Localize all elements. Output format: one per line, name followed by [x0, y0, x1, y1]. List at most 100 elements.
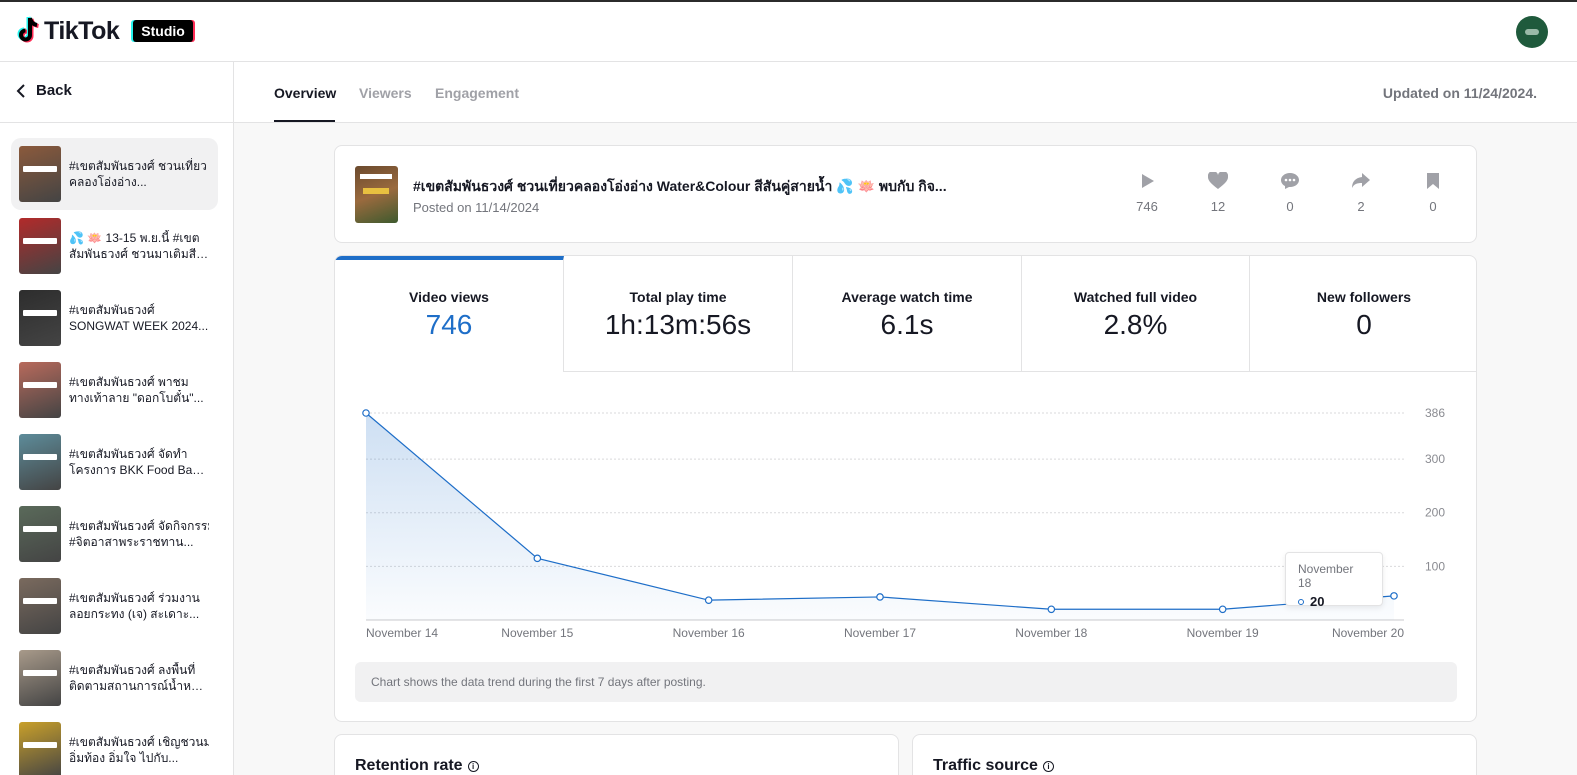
- video-thumbnail: [19, 506, 61, 562]
- saves-stat: 0: [1413, 172, 1453, 214]
- share-icon: [1352, 173, 1370, 188]
- chart-note: Chart shows the data trend during the fi…: [355, 662, 1457, 702]
- data-point[interactable]: [533, 554, 542, 563]
- video-title-line-1: #เขตสัมพันธวงศ์ ชวนเที่ยว: [69, 159, 207, 173]
- video-list-item[interactable]: #เขตสัมพันธวงศ์ จัดทำโครงการ BKK Food Ba…: [11, 426, 218, 498]
- video-title-line-1: #เขตสัมพันธวงศ์ จัดทำ: [69, 447, 188, 461]
- plays-count: 746: [1136, 199, 1158, 214]
- metric-average-watch-time[interactable]: Average watch time 6.1s: [793, 256, 1022, 372]
- video-list-item[interactable]: #เขตสัมพันธวงศ์ SONGWAT WEEK 2024...: [11, 282, 218, 354]
- data-point[interactable]: [704, 596, 713, 604]
- traffic-source-card: Traffic source i: [912, 734, 1477, 775]
- video-thumbnail: [19, 146, 61, 202]
- data-point[interactable]: [1390, 592, 1398, 600]
- metric-new-followers[interactable]: New followers 0: [1250, 256, 1476, 372]
- video-list-item[interactable]: #เขตสัมพันธวงศ์ พาชม ทางเท้าลาย "ดอกโบตั๋…: [11, 354, 218, 426]
- video-list-item[interactable]: #เขตสัมพันธวงศ์ ร่วมงาน ลอยกระทง (เจ) สะเ…: [11, 570, 218, 642]
- play-icon: [1142, 174, 1154, 188]
- video-title-line-2: โครงการ BKK Food Bank...: [69, 463, 209, 477]
- video-title[interactable]: #เขตสัมพันธวงศ์ ชวนเที่ยวคลองโอ่งอ่าง Wa…: [413, 178, 947, 194]
- back-label: Back: [36, 82, 72, 99]
- comments-count: 0: [1286, 199, 1294, 214]
- tiktok-logo-icon: [17, 16, 39, 43]
- video-title-line-2: ติดตามสถานการณ์น้ำหนุน...: [69, 679, 209, 693]
- sidebar-divider: [0, 122, 233, 123]
- tiktok-studio-logo[interactable]: TikTok Studio: [16, 16, 193, 46]
- tabs-bar: Overview Viewers Engagement Updated on 1…: [234, 62, 1577, 123]
- video-list-item[interactable]: #เขตสัมพันธวงศ์ ชวนเที่ยวคลองโอ่งอ่าง...: [11, 138, 218, 210]
- video-list-title: #เขตสัมพันธวงศ์ พาชม ทางเท้าลาย "ดอกโบตั๋…: [69, 374, 209, 406]
- metrics-card: Video views 746 Total play time 1h:13m:5…: [334, 255, 1477, 722]
- x-tick-label: November 18: [1015, 626, 1087, 640]
- video-title-line-1: #เขตสัมพันธวงศ์ ลงพื้นที่: [69, 663, 196, 677]
- studio-badge: Studio: [133, 20, 193, 42]
- y-tick-label: 300: [1425, 452, 1445, 466]
- video-list-item[interactable]: #เขตสัมพันธวงศ์ ลงพื้นที่ติดตามสถานการณ์…: [11, 642, 218, 714]
- tab-engagement[interactable]: Engagement: [435, 85, 520, 101]
- x-tick-label: November 19: [1187, 626, 1259, 640]
- tooltip-value: 20: [1310, 594, 1325, 609]
- series-area: [366, 413, 1394, 620]
- tab-viewers[interactable]: Viewers: [359, 85, 412, 101]
- x-tick-label: November 14: [366, 626, 438, 640]
- likes-count: 12: [1210, 199, 1226, 214]
- video-list-item[interactable]: #เขตสัมพันธวงศ์ จัดกิจกรรม #จิตอาสาพระราช…: [11, 498, 218, 570]
- shares-count: 2: [1357, 199, 1365, 214]
- traffic-title: Traffic source i: [933, 757, 1054, 775]
- shares-stat: 2: [1341, 172, 1381, 214]
- video-title-line-1: #เขตสัมพันธวงศ์ เชิญชวนมา: [69, 735, 209, 749]
- posted-date: Posted on 11/14/2024: [413, 200, 540, 215]
- metric-total-play-time[interactable]: Total play time 1h:13m:56s: [564, 256, 793, 372]
- video-title-line-2: ทางเท้าลาย "ดอกโบตั๋น"...: [69, 391, 204, 405]
- series-dot-icon: [1298, 598, 1304, 605]
- video-thumbnail[interactable]: [355, 166, 398, 223]
- video-list-item[interactable]: 💦 🪷 13-15 พ.ย.นี้ #เขตสัมพันธวงศ์ ชวนมาเ…: [11, 210, 218, 282]
- y-tick-label: 100: [1425, 559, 1445, 573]
- metric-label: Average watch time: [841, 289, 973, 305]
- avatar[interactable]: [1516, 16, 1548, 48]
- video-thumbnail: [19, 362, 61, 418]
- updated-date: Updated on 11/24/2024.: [1382, 85, 1537, 101]
- back-button[interactable]: Back: [16, 82, 72, 99]
- saves-count: 0: [1429, 199, 1437, 214]
- tooltip-date: November 18: [1298, 562, 1354, 590]
- y-tick-label: 386: [1425, 406, 1445, 420]
- retention-title: Retention rate i: [355, 757, 479, 775]
- metric-watched-full-video[interactable]: Watched full video 2.8%: [1022, 256, 1250, 372]
- video-summary-card: #เขตสัมพันธวงศ์ ชวนเที่ยวคลองโอ่งอ่าง Wa…: [334, 145, 1477, 243]
- comment-icon: [1281, 173, 1299, 189]
- info-icon[interactable]: i: [1042, 760, 1054, 772]
- data-point[interactable]: [876, 593, 884, 601]
- video-thumbnail: [19, 434, 61, 490]
- tab-overview[interactable]: Overview: [274, 85, 337, 101]
- video-views-chart[interactable]: 386 300 200 100 November 14 November 15 Novemb…: [335, 372, 1477, 662]
- metric-value: 6.1s: [880, 309, 934, 340]
- video-list-title: #เขตสัมพันธวงศ์ จัดกิจกรรม #จิตอาสาพระราช…: [69, 518, 209, 550]
- video-title-line-2: คลองโอ่งอ่าง...: [69, 175, 147, 189]
- x-tick-label: November 16: [673, 626, 745, 640]
- video-list-title: #เขตสัมพันธวงศ์ ชวนเที่ยวคลองโอ่งอ่าง...: [69, 158, 209, 190]
- video-list: #เขตสัมพันธวงศ์ ชวนเที่ยวคลองโอ่งอ่าง...…: [11, 138, 218, 775]
- chart-tooltip: November 18 20: [1285, 552, 1383, 609]
- retention-rate-card: Retention rate i: [334, 734, 899, 775]
- data-point[interactable]: [1047, 605, 1056, 614]
- logo-text: TikTok: [44, 16, 120, 45]
- video-list-item[interactable]: #เขตสัมพันธวงศ์ เชิญชวนมาอิ่มท้อง อิ่มใจ…: [11, 714, 218, 775]
- data-point[interactable]: [362, 409, 370, 417]
- video-title-line-2: #จิตอาสาพระราชทาน...: [69, 535, 194, 549]
- video-title-line-2: สัมพันธวงศ์ ชวนมาเติมสีสั...: [69, 247, 209, 261]
- metric-video-views[interactable]: Video views 746: [335, 256, 564, 372]
- video-title-line-2: SONGWAT WEEK 2024...: [69, 319, 209, 333]
- plays-stat: 746: [1127, 172, 1167, 214]
- tooltip-value-row: 20: [1298, 594, 1370, 609]
- video-list-title: #เขตสัมพันธวงศ์ จัดทำโครงการ BKK Food Ba…: [69, 446, 209, 478]
- video-title-line-1: 💦 🪷 13-15 พ.ย.นี้ #เขต: [69, 231, 200, 245]
- video-title-line-1: #เขตสัมพันธวงศ์ จัดกิจกรรม: [69, 519, 209, 533]
- info-icon[interactable]: i: [467, 760, 479, 772]
- avatar-emblem-icon: [1525, 29, 1539, 35]
- top-bar: TikTok Studio: [0, 2, 1577, 62]
- video-title-line-2: อิ่มท้อง อิ่มใจ ไปกับ...: [69, 751, 179, 765]
- bookmark-icon: [1427, 173, 1439, 189]
- data-point[interactable]: [1218, 605, 1227, 614]
- retention-title-text: Retention rate: [355, 757, 463, 774]
